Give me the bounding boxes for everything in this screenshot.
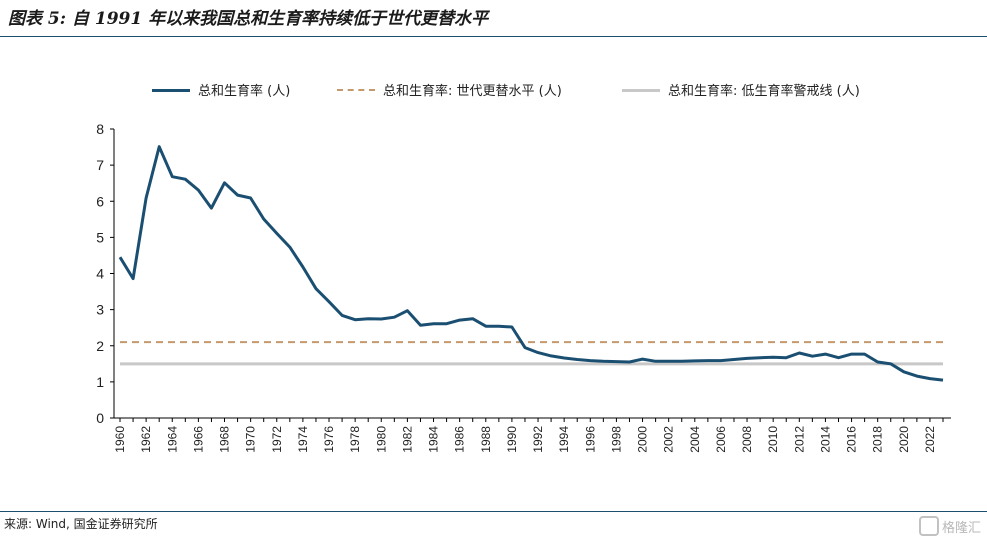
x-tick-label: 2012 xyxy=(792,426,806,453)
legend-label-tfr: 总和生育率 (人) xyxy=(198,84,291,99)
y-tick-label: 4 xyxy=(96,266,104,282)
x-tick-label: 2016 xyxy=(845,426,859,453)
x-tick-label: 1992 xyxy=(531,426,545,453)
x-tick-label: 1970 xyxy=(244,426,258,453)
x-tick-label: 1996 xyxy=(583,426,597,453)
x-tick-label: 1980 xyxy=(374,426,388,453)
legend-swatch-replacement xyxy=(337,89,375,91)
x-tick-label: 2004 xyxy=(688,426,702,453)
x-tick-label: 1984 xyxy=(427,426,441,453)
y-tick-label: 1 xyxy=(96,374,104,390)
watermark-text: 格隆汇 xyxy=(941,521,981,536)
watermark-logo-icon xyxy=(918,516,939,536)
x-tick-label: 1974 xyxy=(296,426,310,453)
x-tick-label: 1966 xyxy=(191,426,205,453)
watermark: 格隆汇 xyxy=(918,516,981,536)
x-tick-label: 1990 xyxy=(505,426,519,453)
y-tick-label: 8 xyxy=(96,121,104,137)
x-tick-label: 2000 xyxy=(636,426,650,453)
series-tfr-line xyxy=(118,145,944,382)
x-tick-label: 2008 xyxy=(740,426,754,453)
y-tick-label: 5 xyxy=(96,229,104,245)
y-tick-label: 0 xyxy=(96,410,104,426)
x-tick-label: 1960 xyxy=(113,426,127,453)
x-tick-label: 1982 xyxy=(400,426,414,453)
x-tick-label: 2002 xyxy=(662,426,676,453)
x-tick-label: 1964 xyxy=(165,426,179,453)
x-tick-label: 1998 xyxy=(609,426,623,453)
source-note: 来源: Wind, 国金证券研究所 xyxy=(4,517,158,531)
x-tick-label: 2022 xyxy=(923,426,937,453)
x-tick-label: 1962 xyxy=(139,426,153,453)
x-tick-label: 1988 xyxy=(479,426,493,453)
x-tick-label: 1978 xyxy=(348,426,362,453)
legend-label-warning: 总和生育率: 低生育率警戒线 (人) xyxy=(668,84,860,99)
x-tick-label: 2014 xyxy=(818,426,832,453)
x-tick-label: 2006 xyxy=(714,426,728,453)
footer-divider xyxy=(0,511,987,512)
x-tick-label: 1968 xyxy=(218,426,232,453)
legend-label-replacement: 总和生育率: 世代更替水平 (人) xyxy=(383,84,562,99)
x-tick-label: 1972 xyxy=(270,426,284,453)
x-tick-label: 2010 xyxy=(766,426,780,453)
legend-swatch-tfr xyxy=(152,89,190,92)
y-tick-label: 7 xyxy=(96,157,104,173)
y-tick-label: 2 xyxy=(96,338,104,354)
x-tick-label: 2018 xyxy=(871,426,885,453)
x-tick-label: 2020 xyxy=(897,426,911,453)
y-tick-label: 6 xyxy=(96,193,104,209)
x-tick-label: 1994 xyxy=(557,426,571,453)
y-tick-label: 3 xyxy=(96,302,104,318)
title-divider xyxy=(0,36,987,37)
x-tick-label: 1986 xyxy=(453,426,467,453)
x-tick-label: 1976 xyxy=(322,426,336,453)
chart-title: 图表 5: 自 1991 年以来我国总和生育率持续低于世代更替水平 xyxy=(8,9,489,29)
legend-swatch-warning xyxy=(622,89,660,92)
